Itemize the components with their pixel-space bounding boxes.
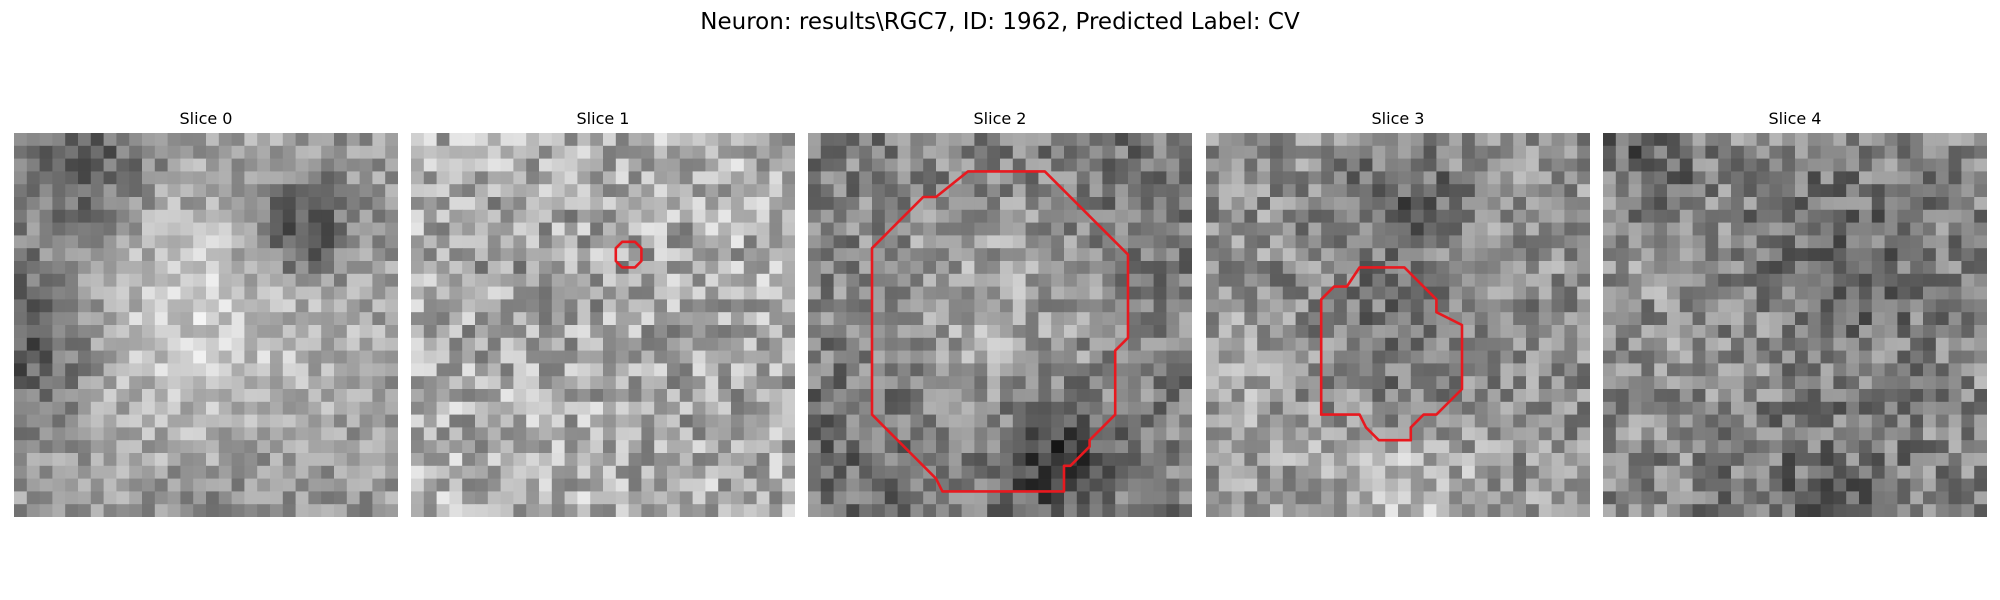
slice-pixels-2 <box>808 133 1192 517</box>
slice-image-1 <box>411 133 795 517</box>
roi-contour-3 <box>1319 266 1464 442</box>
slice-panel-0: Slice 0 <box>14 108 398 517</box>
slice-image-0 <box>14 133 398 517</box>
roi-contour-1 <box>614 240 643 269</box>
slice-title-3: Slice 3 <box>1371 109 1425 128</box>
slice-pixels-4 <box>1603 133 1987 517</box>
slice-image-2 <box>808 133 1192 517</box>
slice-image-4 <box>1603 133 1987 517</box>
slice-title-4: Slice 4 <box>1768 109 1822 128</box>
roi-contour-2 <box>870 170 1130 493</box>
slice-image-3 <box>1206 133 1590 517</box>
slice-panel-4: Slice 4 <box>1603 108 1987 517</box>
slice-title-1: Slice 1 <box>576 109 630 128</box>
slice-pixels-0 <box>14 133 398 517</box>
slice-panel-2: Slice 2 <box>808 108 1192 517</box>
figure-title: Neuron: results\RGC7, ID: 1962, Predicte… <box>700 9 1300 35</box>
slice-pixels-1 <box>411 133 795 517</box>
slice-panel-3: Slice 3 <box>1206 108 1590 517</box>
slice-pixels-3 <box>1206 133 1590 517</box>
slice-title-2: Slice 2 <box>973 109 1027 128</box>
slice-title-0: Slice 0 <box>179 109 233 128</box>
slice-panel-1: Slice 1 <box>411 108 795 517</box>
